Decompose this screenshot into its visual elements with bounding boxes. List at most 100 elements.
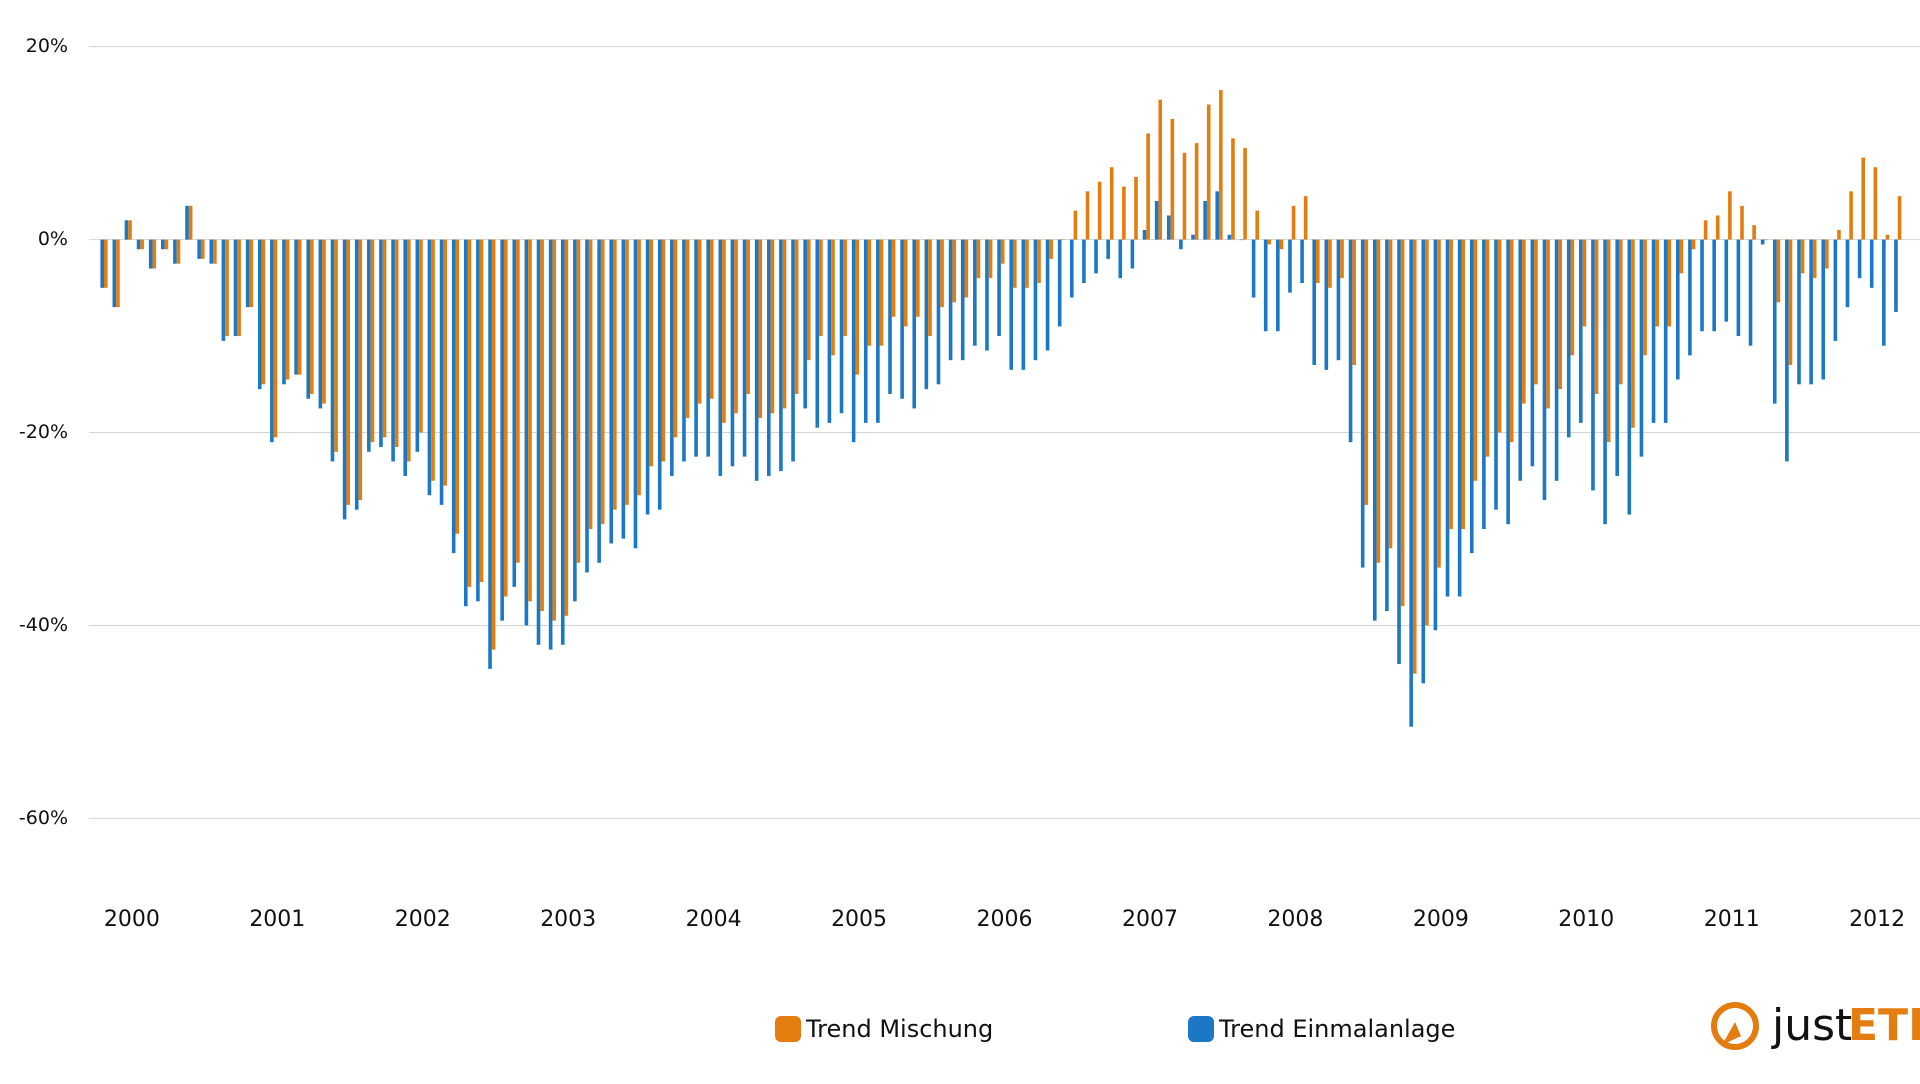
- bar: [863, 239, 868, 423]
- bar: [706, 239, 710, 457]
- bar: [407, 239, 411, 462]
- logo-prefix: just: [1771, 1000, 1852, 1051]
- bar: [1812, 239, 1817, 279]
- bar: [1097, 181, 1102, 240]
- bar: [1158, 99, 1163, 240]
- bar: [285, 239, 290, 380]
- bar: [1594, 239, 1599, 394]
- bar: [710, 239, 714, 399]
- bar: [237, 239, 241, 337]
- bar: [1316, 239, 1320, 283]
- bar: [1849, 191, 1853, 240]
- bar: [1433, 239, 1438, 631]
- x-tick-label: 2002: [395, 907, 451, 932]
- bar: [512, 239, 517, 587]
- bar: [1009, 239, 1013, 370]
- bar: [1397, 239, 1401, 665]
- bar: [1203, 201, 1207, 240]
- bar: [1057, 239, 1062, 327]
- bar: [1082, 239, 1086, 283]
- x-tick-label: 2012: [1849, 907, 1905, 932]
- bar: [221, 239, 226, 341]
- bar: [455, 239, 460, 534]
- bar: [140, 239, 144, 250]
- bar: [879, 239, 884, 346]
- bar: [1445, 239, 1450, 597]
- bar: [649, 239, 653, 467]
- bar: [1142, 229, 1147, 240]
- bar: [225, 239, 229, 337]
- bar: [1206, 104, 1211, 240]
- bar: [625, 239, 629, 505]
- bar: [964, 239, 969, 298]
- x-tick-label: 2000: [104, 907, 160, 932]
- bar: [467, 239, 472, 587]
- logo-suffix: ETF: [1848, 1000, 1920, 1051]
- bar: [1764, 239, 1769, 241]
- bar: [936, 239, 941, 385]
- bar: [1045, 239, 1050, 351]
- bar: [1546, 239, 1550, 409]
- bar: [1509, 239, 1514, 443]
- bar: [213, 239, 217, 264]
- bar: [112, 239, 117, 308]
- bar: [1788, 239, 1793, 365]
- bar: [439, 239, 444, 505]
- bar: [839, 239, 844, 414]
- bar: [306, 239, 311, 399]
- bar: [827, 239, 832, 423]
- bar: [1400, 239, 1405, 607]
- bar: [1582, 239, 1587, 327]
- bar: [536, 239, 541, 645]
- bar: [1522, 239, 1526, 404]
- bar: [1833, 239, 1838, 341]
- bar: [1606, 239, 1611, 443]
- bar: [1542, 239, 1547, 501]
- legend-label: Trend Mischung: [805, 1015, 993, 1043]
- bar: [1324, 239, 1329, 370]
- bar: [851, 239, 856, 443]
- bar: [1352, 239, 1356, 365]
- bar: [1025, 239, 1029, 288]
- bar: [782, 239, 787, 409]
- bar: [491, 239, 496, 650]
- legend-label: Trend Einmalanlage: [1218, 1015, 1455, 1043]
- bar: [200, 239, 205, 259]
- bar: [1631, 239, 1635, 428]
- bar: [673, 239, 678, 438]
- bar: [746, 239, 750, 394]
- bar: [1449, 239, 1453, 529]
- bar: [1154, 201, 1159, 240]
- bar: [831, 239, 835, 356]
- bar: [1373, 239, 1377, 621]
- bar: [722, 239, 726, 423]
- bar: [1809, 239, 1813, 385]
- bar: [370, 239, 375, 443]
- bar: [1364, 239, 1369, 505]
- bar: [261, 239, 266, 385]
- bar: [742, 239, 747, 457]
- bar: [767, 239, 771, 476]
- bar: [1094, 239, 1098, 274]
- bar: [1591, 239, 1595, 491]
- bar: [1603, 239, 1607, 525]
- bar: [657, 239, 662, 510]
- bar: [524, 239, 529, 626]
- bar: [1388, 239, 1393, 549]
- bar: [973, 239, 977, 346]
- bar: [1215, 191, 1220, 240]
- bar: [476, 239, 480, 602]
- bar: [1473, 239, 1478, 481]
- bar: [1085, 191, 1090, 240]
- logo: just ETF: [1711, 1000, 1920, 1051]
- bar: [548, 239, 553, 650]
- bar: [152, 239, 157, 269]
- bar: [367, 239, 371, 452]
- bar: [503, 239, 508, 597]
- bar: [540, 239, 544, 611]
- bar: [1303, 196, 1308, 240]
- bar: [488, 239, 492, 669]
- bar: [1627, 239, 1632, 515]
- bar: [1748, 239, 1753, 346]
